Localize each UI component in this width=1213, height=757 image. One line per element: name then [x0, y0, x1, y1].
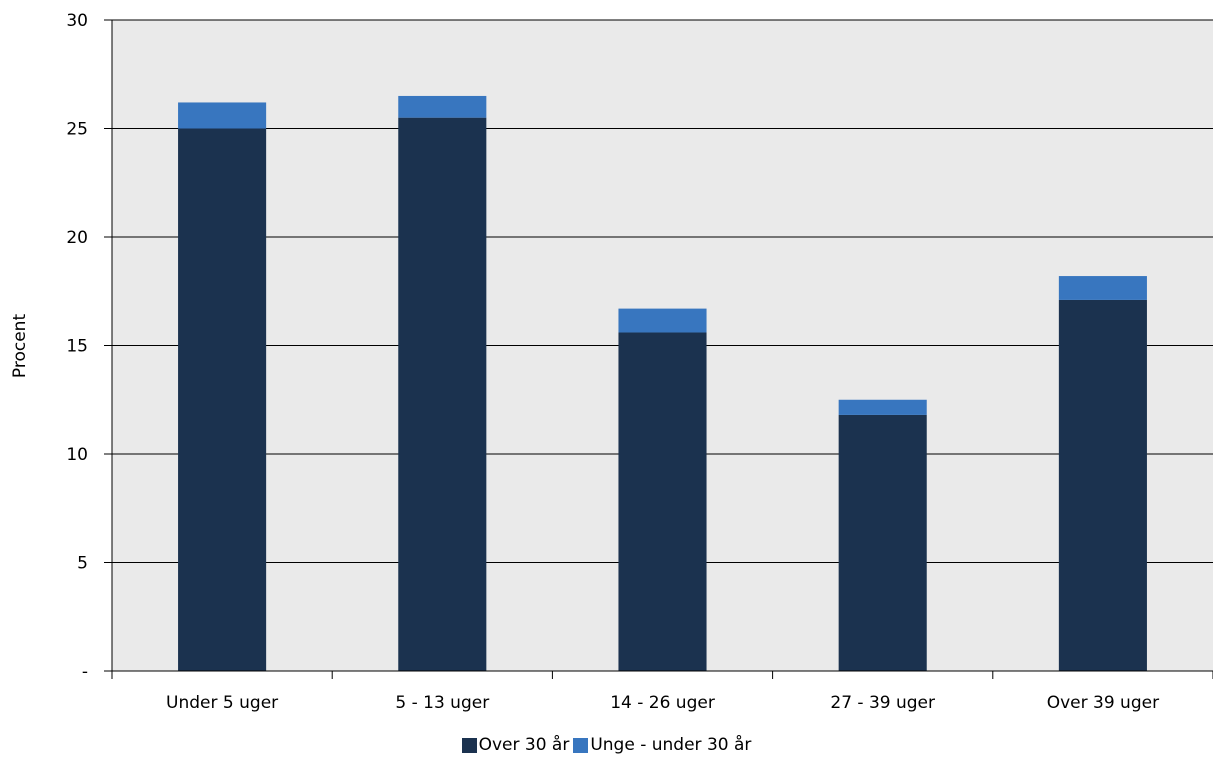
legend-item-unge: Unge - under 30 år	[573, 735, 751, 755]
bar-over-30-4	[1058, 299, 1147, 671]
y-axis-title: Procent	[10, 314, 30, 379]
y-tick-label: -	[82, 662, 88, 682]
x-tick-labels: Under 5 uger 5 - 13 uger 14 - 26 uger 27 - …	[166, 693, 1159, 713]
bar-unge-1	[398, 95, 487, 118]
bar-over-30-0	[178, 128, 267, 671]
legend-swatch-unge	[573, 737, 589, 753]
bar-over-30-2	[618, 332, 707, 671]
bar-unge-3	[838, 399, 927, 415]
y-tick-labels: - 5 10 15 20 25 30	[66, 11, 88, 682]
axes	[104, 19, 1213, 679]
x-tick-label: Over 39 uger	[1047, 693, 1159, 713]
y-tick-label: 25	[66, 120, 88, 140]
bar-over-30-3	[838, 414, 927, 671]
y-tick-label: 30	[66, 11, 88, 31]
bar-over-30-1	[398, 117, 487, 671]
bar-unge-2	[618, 308, 707, 333]
x-tick-label: Under 5 uger	[166, 693, 278, 713]
y-tick-label: 5	[77, 554, 88, 574]
legend: Over 30 år Unge - under 30 år	[0, 733, 1213, 757]
legend-label-over-30: Over 30 år	[478, 735, 570, 755]
y-tick-label: 15	[66, 337, 88, 357]
y-tick-label: 10	[66, 445, 88, 465]
x-tick-label: 14 - 26 uger	[610, 693, 715, 713]
bars	[178, 95, 1147, 671]
legend-swatch-over-30	[461, 737, 477, 753]
y-tick-label: 20	[66, 228, 88, 248]
bar-unge-4	[1058, 276, 1147, 300]
legend-item-over-30: Over 30 år	[461, 735, 570, 755]
legend-label-unge: Unge - under 30 år	[590, 735, 752, 755]
x-tick-label: 5 - 13 uger	[395, 693, 489, 713]
bar-unge-0	[178, 102, 267, 129]
x-tick-label: 27 - 39 uger	[830, 693, 935, 713]
